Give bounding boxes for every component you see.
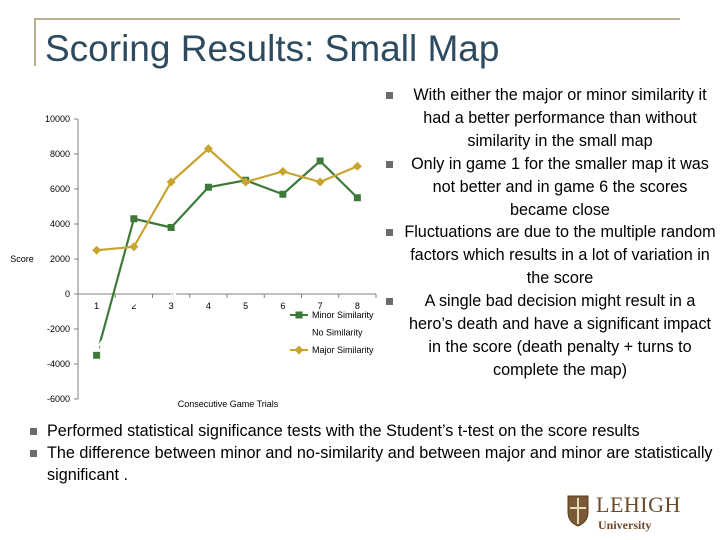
major-similarity-point	[92, 245, 102, 255]
minor-similarity-point	[130, 215, 138, 223]
slide-title: Scoring Results: Small Map	[45, 28, 500, 69]
score-line-chart: -6000 -4000 -2000 0 2000 4000 6000 8000 10000 Sco…	[10, 114, 377, 409]
square-bullet-icon	[386, 160, 393, 168]
no-similarity-point	[241, 256, 251, 265]
major-similarity-legend-marker	[294, 345, 304, 355]
major-similarity-point	[278, 167, 288, 176]
square-bullet-icon	[30, 450, 37, 457]
no-similarity-series-line	[95, 225, 358, 349]
bullet-text: Fluctuations are due to the multiple ran…	[404, 223, 716, 288]
bottom-bullet-item: The difference between minor and no-simi…	[30, 442, 715, 486]
x-tick-label: 2	[131, 301, 136, 311]
no-similarity-point	[278, 223, 288, 231]
minor-similarity-point	[353, 194, 361, 202]
y-tick-label: -4000	[47, 359, 70, 369]
bullet-list: With either the major or minor similarit…	[386, 84, 716, 382]
minor-similarity-legend-marker	[295, 311, 303, 319]
bottom-bullet-list: Performed statistical significance tests…	[30, 420, 715, 486]
no-similarity-point	[352, 261, 362, 270]
no-similarity-point	[129, 296, 139, 305]
major-similarity-point	[166, 177, 176, 187]
minor-similarity-point	[93, 351, 101, 359]
x-tick-label: 5	[243, 301, 248, 311]
square-bullet-icon	[386, 92, 393, 99]
bullet-text: Only in game 1 for the smaller map it wa…	[411, 154, 709, 219]
bullet-item: Only in game 1 for the smaller map it wa…	[386, 153, 716, 222]
major-similarity-point	[203, 144, 213, 154]
title-frame-top	[34, 18, 680, 20]
x-tick-label: 1	[94, 301, 99, 311]
y-axis-label: Score	[10, 254, 34, 264]
major-similarity-point	[129, 242, 139, 252]
square-bullet-icon	[386, 298, 393, 306]
square-bullet-icon	[30, 428, 37, 435]
no-similarity-point	[315, 259, 325, 268]
x-tick-label: 4	[206, 301, 211, 311]
x-tick-label: 3	[169, 301, 174, 311]
y-tick-label: -2000	[47, 324, 70, 334]
no-similarity-point	[203, 256, 213, 265]
minor-similarity-point	[167, 224, 175, 231]
y-tick-label: 4000	[50, 219, 70, 229]
square-bullet-icon	[386, 229, 393, 237]
minor-similarity-legend-label: Minor Similarity	[312, 310, 374, 320]
minor-similarity-point	[279, 190, 287, 198]
title-frame-left	[34, 18, 36, 66]
minor-similarity-point	[316, 157, 324, 165]
lehigh-shield-icon	[567, 495, 589, 527]
major-similarity-legend-label: Major Similarity	[312, 345, 374, 355]
bottom-bullet-text: Performed statistical significance tests…	[47, 422, 640, 440]
major-similarity-point	[352, 161, 362, 171]
bottom-bullet-text: The difference between minor and no-simi…	[47, 444, 713, 484]
logo-name: LEHIGH	[596, 492, 681, 517]
no-similarity-legend-label: No Similarity	[312, 328, 363, 338]
major-similarity-point	[241, 177, 251, 187]
bullet-item: With either the major or minor similarit…	[386, 84, 716, 153]
bottom-bullet-item: Performed statistical significance tests…	[30, 420, 715, 442]
bullet-item: A single bad decision might result in a …	[386, 290, 716, 382]
y-tick-label: 2000	[50, 254, 70, 264]
y-tick-label: -6000	[47, 394, 70, 404]
y-tick-label: 10000	[45, 114, 70, 124]
major-similarity-series-line	[96, 147, 358, 252]
minor-similarity-series-line	[95, 159, 359, 356]
bullet-text: A single bad decision might result in a …	[408, 292, 712, 379]
y-tick-label: 6000	[50, 184, 70, 194]
lehigh-logo: LEHIGH University	[566, 492, 686, 534]
no-similarity-legend-marker	[294, 328, 304, 336]
x-tick-label: 7	[318, 301, 323, 311]
x-tick-label: 6	[280, 301, 285, 311]
bullet-text: With either the major or minor similarit…	[413, 86, 707, 150]
logo-subtitle: University	[598, 518, 652, 532]
no-similarity-point	[92, 343, 102, 352]
x-axis-label: Consecutive Game Trials	[178, 399, 279, 409]
major-similarity-point	[315, 177, 325, 187]
bullet-item: Fluctuations are due to the multiple ran…	[386, 221, 716, 290]
minor-similarity-point	[204, 183, 212, 191]
y-tick-label: 0	[65, 289, 70, 299]
y-tick-label: 8000	[50, 149, 70, 159]
x-tick-label: 8	[355, 301, 360, 311]
no-similarity-point	[166, 293, 176, 301]
